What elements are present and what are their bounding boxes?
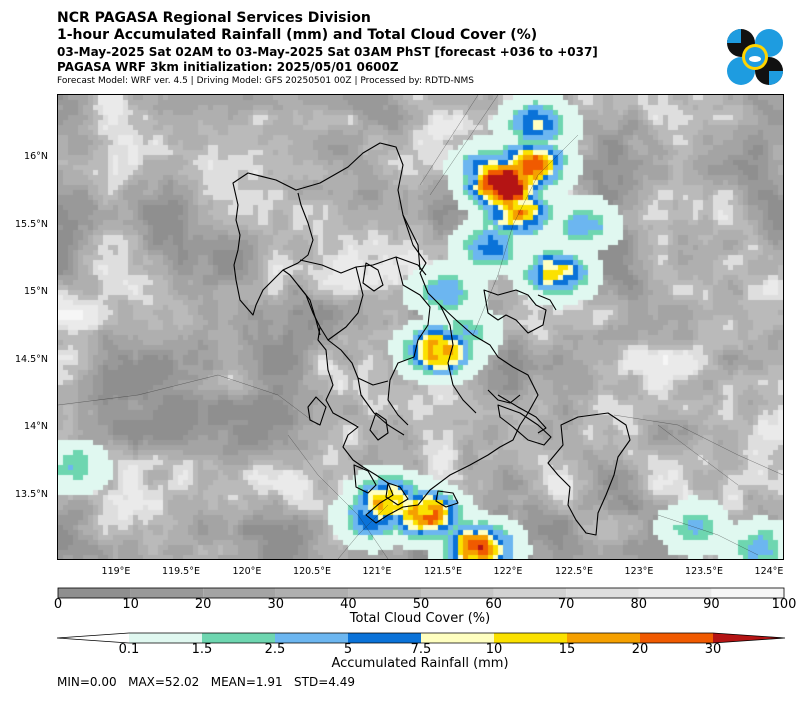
lat-tick-15: 15°N (24, 286, 48, 297)
rainfall-swatch (348, 633, 421, 643)
lon-tick-119: 119°E (101, 566, 131, 577)
cloud-cover-colorbar-title: Total Cloud Cover (%) (349, 611, 491, 626)
rainfall-tick-label: 7.5 (410, 642, 432, 657)
model-info: Forecast Model: WRF ver. 4.5 | Driving M… (57, 76, 474, 86)
lat-tick-13-5: 13.5°N (14, 489, 48, 500)
cloud-cover-swatch (203, 588, 276, 598)
cloud-cover-tick-label: 0 (53, 597, 63, 612)
rainfall-tick-label: 1.5 (191, 642, 213, 657)
cloud-cover-swatch (130, 588, 204, 598)
cloud-cover-tick-label: 40 (340, 597, 357, 612)
title-line-2: 1-hour Accumulated Rainfall (mm) and Tot… (57, 27, 538, 43)
cloud-cover-colorbar (57, 587, 785, 599)
cloud-cover-tick-label: 20 (194, 597, 212, 612)
cloud-cover-tick-label: 80 (630, 597, 648, 612)
rainfall-tick-label: 5 (343, 642, 353, 657)
statistics-line: MIN=0.00 MAX=52.02 MEAN=1.91 STD=4.49 (57, 675, 356, 689)
rainfall-colorbar (56, 632, 786, 644)
cloud-cover-swatch (638, 588, 712, 598)
cloud-cover-tick-label: 70 (557, 597, 575, 612)
rainfall-swatch (275, 633, 348, 643)
rainfall-swatch (421, 633, 494, 643)
lon-tick-119-5: 119.5°E (162, 566, 200, 577)
rainfall-swatch (129, 633, 202, 643)
cloud-cover-swatch (493, 588, 567, 598)
pagasa-logo (727, 29, 783, 85)
cloud-cover-tick-label: 30 (267, 597, 285, 612)
lon-tick-121-5: 121.5°E (424, 566, 462, 577)
cloud-rain-field (58, 95, 783, 559)
lon-tick-124: 124°E (754, 566, 784, 577)
lon-tick-122-5: 122.5°E (555, 566, 593, 577)
rainfall-tick-label: 2.5 (264, 642, 286, 657)
forecast-period: 03-May-2025 Sat 02AM to 03-May-2025 Sat … (57, 45, 598, 59)
lon-tick-122: 122°E (493, 566, 523, 577)
lon-tick-121: 121°E (362, 566, 392, 577)
cloud-cover-tick-label: 60 (485, 597, 502, 612)
lon-tick-123-5: 123.5°E (685, 566, 723, 577)
cloud-cover-swatch (421, 588, 494, 598)
lon-tick-120: 120°E (232, 566, 262, 577)
cloud-cover-tick-label: 100 (771, 597, 797, 612)
rainfall-swatch-under (57, 633, 129, 643)
rainfall-swatch-over (713, 633, 785, 643)
cloud-cover-colorbar-outline (57, 587, 785, 599)
lat-tick-16: 16°N (24, 151, 48, 162)
rainfall-swatch (640, 633, 713, 643)
cloud-cover-swatch (711, 588, 784, 598)
rainfall-colorbar-outline (56, 632, 786, 644)
rainfall-tick-label: 15 (558, 642, 576, 657)
cloud-cover-tick-label: 50 (412, 597, 430, 612)
cloud-cover-tick-label: 10 (122, 597, 139, 612)
rainfall-swatch (567, 633, 640, 643)
rainfall-swatch (202, 633, 275, 643)
title-line-1: NCR PAGASA Regional Services Division (57, 10, 371, 26)
rainfall-tick-label: 20 (631, 642, 649, 657)
cloud-cover-swatch (275, 588, 349, 598)
rainfall-swatch (494, 633, 567, 643)
lat-tick-15-5: 15.5°N (14, 219, 48, 230)
rainfall-tick-label: 30 (704, 642, 722, 657)
cloud-cover-swatch (58, 588, 131, 598)
rainfall-tick-label: 0.1 (118, 642, 140, 657)
lat-tick-14-5: 14.5°N (14, 354, 48, 365)
cloud-cover-swatch (566, 588, 639, 598)
coastlines-and-boundaries (58, 95, 783, 559)
lat-tick-14: 14°N (24, 421, 48, 432)
initialization-line: PAGASA WRF 3km initialization: 2025/05/0… (57, 60, 399, 74)
lon-tick-120-5: 120.5°E (293, 566, 331, 577)
map-area (57, 94, 784, 560)
cloud-cover-tick-label: 90 (703, 597, 720, 612)
rainfall-colorbar-title: Accumulated Rainfall (mm) (331, 656, 509, 671)
lon-tick-123: 123°E (624, 566, 654, 577)
rainfall-tick-label: 10 (485, 642, 503, 657)
cloud-cover-swatch (348, 588, 421, 598)
